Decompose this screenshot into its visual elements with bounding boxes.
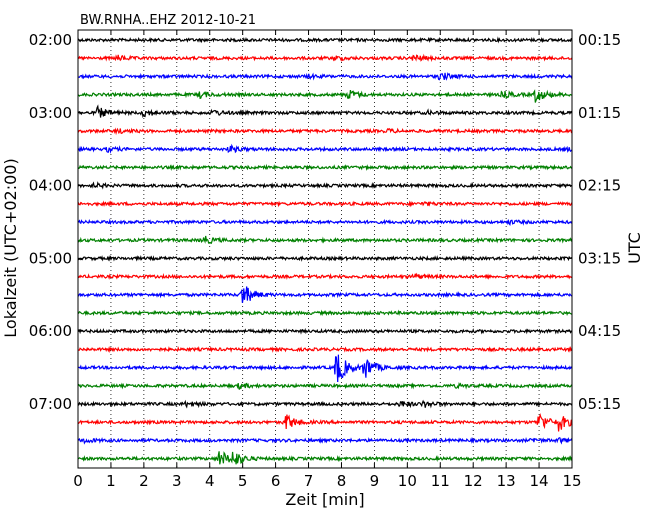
x-tick-label: 4 [205,472,215,490]
left-tick-label: 06:00 [29,322,72,340]
trace-line [77,451,573,465]
right-tick-label: 04:15 [578,322,621,340]
trace-line [77,399,573,409]
trace-line [77,104,573,119]
left-tick-label: 04:00 [29,177,72,195]
left-axis: 02:00 03:00 04:00 05:00 06:00 07:00 [29,31,83,413]
plot-frame [77,29,573,469]
trace-line [77,181,573,190]
left-axis-title: Lokalzeit (UTC+02:00) [1,158,20,337]
trace-group [77,36,573,465]
x-tick-label: 3 [172,472,182,490]
x-tick-label: 7 [304,472,314,490]
trace-line [77,345,573,354]
trace-line [77,254,573,262]
grid-lines [110,30,540,468]
right-tick-label: 05:15 [578,395,621,413]
trace-line [77,436,573,445]
x-tick-label: 2 [139,472,149,490]
x-tick-label: 9 [370,472,380,490]
right-axis: 00:15 01:15 02:15 03:15 04:15 05:15 [567,31,621,413]
trace-line [77,53,573,63]
x-axis-title: Zeit [min] [285,490,364,509]
right-tick-label: 01:15 [578,104,621,122]
right-tick-label: 02:15 [578,177,621,195]
right-tick-label: 03:15 [578,249,621,267]
x-tick-label: 8 [337,472,347,490]
x-tick-label: 12 [464,472,483,490]
x-axis: 0 1 2 3 4 5 6 7 8 9 10 11 12 13 14 15 [73,30,582,490]
x-tick-label: 11 [431,472,450,490]
chart-title: BW.RNHA..EHZ 2012-10-21 [80,13,256,28]
trace-line [77,412,573,432]
trace-line [77,354,573,383]
trace-line [77,163,573,172]
right-tick-label: 00:15 [578,31,621,49]
x-tick-label: 1 [106,472,116,490]
x-tick-label: 5 [238,472,248,490]
trace-line [77,200,573,208]
trace-line [77,327,573,335]
trace-line [77,127,573,136]
left-tick-label: 07:00 [29,395,72,413]
trace-line [78,309,573,317]
right-axis-title: UTC [625,232,644,264]
left-tick-label: 02:00 [29,31,72,49]
x-tick-label: 0 [73,472,83,490]
left-tick-label: 05:00 [29,249,72,267]
trace-line [77,89,573,103]
trace-line [77,235,573,245]
x-tick-label: 14 [530,472,549,490]
x-tick-label: 6 [271,472,281,490]
x-tick-label: 15 [562,472,581,490]
x-tick-label: 10 [398,472,417,490]
trace-line [77,218,573,227]
trace-line [77,36,572,44]
trace-line [77,286,573,303]
trace-line [77,72,573,81]
trace-line [77,272,573,281]
x-tick-label: 13 [497,472,516,490]
trace-line [77,382,573,390]
left-tick-label: 03:00 [29,104,72,122]
trace-line [77,143,573,154]
